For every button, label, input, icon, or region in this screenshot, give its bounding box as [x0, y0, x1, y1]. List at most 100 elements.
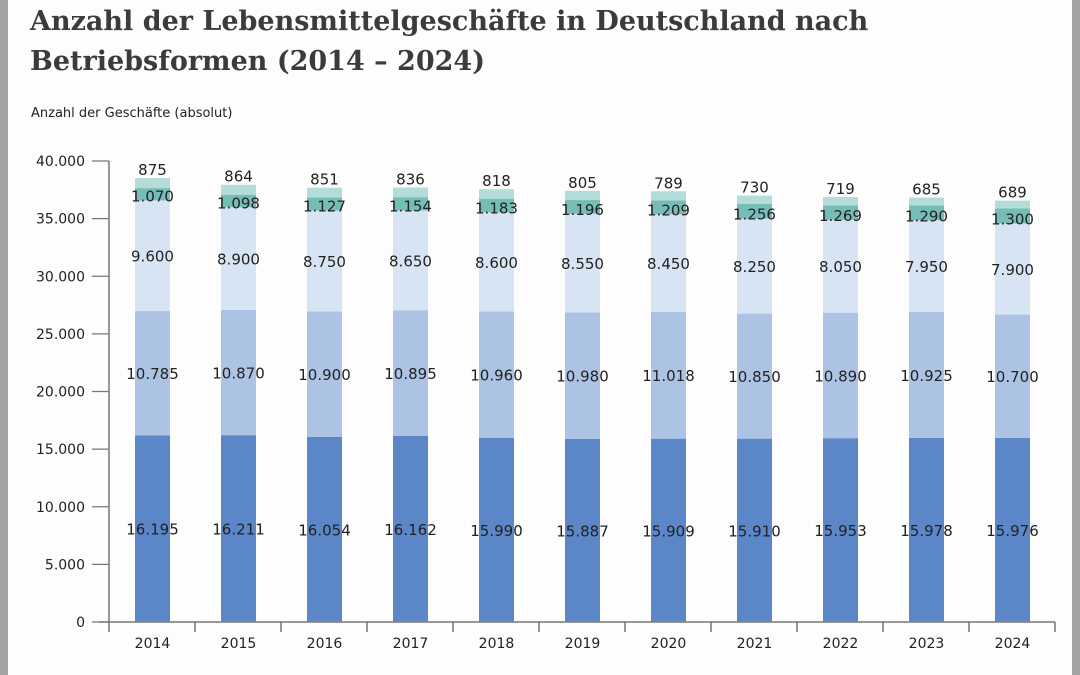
- bar-segment: [135, 435, 170, 622]
- y-axis-label: Anzahl der Geschäfte (absolut): [31, 106, 233, 121]
- bar-segment: [909, 220, 944, 312]
- data-label: 10.890: [814, 367, 867, 385]
- data-label: 15.978: [900, 522, 953, 540]
- bar-segment: [737, 195, 772, 205]
- data-label: 10.980: [556, 368, 609, 386]
- data-label: 851: [310, 171, 339, 189]
- bar-segment: [479, 212, 514, 312]
- data-label: 7.900: [991, 261, 1034, 279]
- data-label: 8.600: [475, 254, 518, 272]
- bar-segment: [909, 311, 944, 438]
- x-tick-label: 2024: [995, 636, 1031, 652]
- y-tick-label: 35.000: [36, 212, 85, 228]
- bar-segment: [479, 189, 514, 199]
- data-label: 1.098: [217, 194, 260, 212]
- y-tick-label: 5.000: [45, 557, 85, 573]
- bar-segment: [995, 200, 1030, 209]
- y-tick-label: 10.000: [36, 500, 85, 516]
- bar-segment: [823, 219, 858, 313]
- bar-segment: [393, 435, 428, 622]
- bar-segment: [479, 437, 514, 622]
- data-label: 8.250: [733, 258, 776, 276]
- data-label: 16.211: [212, 521, 265, 539]
- left-border: [0, 0, 8, 675]
- bar-segment: [737, 313, 772, 439]
- bar-segment: [221, 194, 256, 208]
- data-label: 8.650: [389, 252, 432, 270]
- data-label: 689: [998, 184, 1027, 202]
- data-label: 818: [482, 172, 511, 190]
- x-tick-label: 2015: [221, 636, 257, 652]
- x-tick-label: 2018: [479, 636, 515, 652]
- bar-segment: [221, 184, 256, 195]
- bar-segment: [221, 309, 256, 436]
- data-label: 15.953: [814, 522, 867, 540]
- x-tick-label: 2014: [135, 636, 171, 652]
- bar-segment: [135, 177, 170, 189]
- data-label: 11.018: [642, 367, 695, 385]
- data-label: 10.850: [728, 368, 781, 386]
- data-label: 1.196: [561, 201, 604, 219]
- data-label: 10.785: [126, 365, 179, 383]
- data-label: 685: [912, 181, 941, 199]
- x-tick-label: 2021: [737, 636, 773, 652]
- bar-segment: [651, 191, 686, 201]
- bar-segment: [737, 438, 772, 622]
- bar-segment: [651, 214, 686, 312]
- data-label: 8.050: [819, 258, 862, 276]
- data-label: 1.269: [819, 207, 862, 225]
- data-label: 1.290: [905, 207, 948, 225]
- bar-segment: [909, 205, 944, 221]
- bar-segment: [307, 210, 342, 312]
- bar-segment: [393, 210, 428, 311]
- bar-segment: [909, 197, 944, 206]
- bar-segment: [565, 213, 600, 313]
- bar-segment: [135, 200, 170, 312]
- data-label: 9.600: [131, 248, 174, 266]
- bar-segment: [565, 438, 600, 622]
- bar-segment: [651, 311, 686, 439]
- data-label: 10.900: [298, 366, 351, 384]
- bar-segment: [651, 200, 686, 215]
- y-tick-label: 30.000: [36, 269, 85, 285]
- bar-segment: [307, 187, 342, 198]
- data-label: 10.700: [986, 368, 1039, 386]
- data-label: 730: [740, 179, 769, 197]
- data-label: 10.870: [212, 365, 265, 383]
- data-label: 864: [224, 168, 253, 186]
- bar-segment: [823, 196, 858, 206]
- bar-segment: [995, 223, 1030, 315]
- bar-segment: [737, 204, 772, 219]
- data-label: 15.887: [556, 522, 609, 540]
- x-tick-label: 2020: [651, 636, 687, 652]
- data-label: 8.900: [217, 251, 260, 269]
- bar-segment: [995, 208, 1030, 224]
- data-label: 1.300: [991, 211, 1034, 229]
- data-label: 719: [826, 180, 855, 198]
- data-label: 1.154: [389, 197, 432, 215]
- data-label: 10.925: [900, 367, 953, 385]
- bar-segment: [823, 205, 858, 220]
- bar-segment: [823, 312, 858, 439]
- y-tick-label: 0: [76, 615, 85, 631]
- bar-segment: [393, 197, 428, 211]
- data-label: 10.895: [384, 365, 437, 383]
- bar-segment: [393, 187, 428, 198]
- bar-segment: [221, 207, 256, 310]
- bar-segment: [995, 314, 1030, 438]
- x-tick-label: 2017: [393, 636, 429, 652]
- data-label: 805: [568, 174, 597, 192]
- y-tick-label: 40.000: [36, 154, 85, 170]
- bar-segment: [565, 312, 600, 439]
- x-tick-label: 2019: [565, 636, 601, 652]
- x-tick-label: 2016: [307, 636, 343, 652]
- data-label: 1.256: [733, 206, 776, 224]
- y-tick-label: 20.000: [36, 385, 85, 401]
- x-tick-label: 2022: [823, 636, 859, 652]
- data-label: 8.550: [561, 255, 604, 273]
- bar-segment: [393, 310, 428, 436]
- bar-segment: [651, 438, 686, 622]
- bar-segment: [135, 188, 170, 201]
- data-label: 10.960: [470, 367, 523, 385]
